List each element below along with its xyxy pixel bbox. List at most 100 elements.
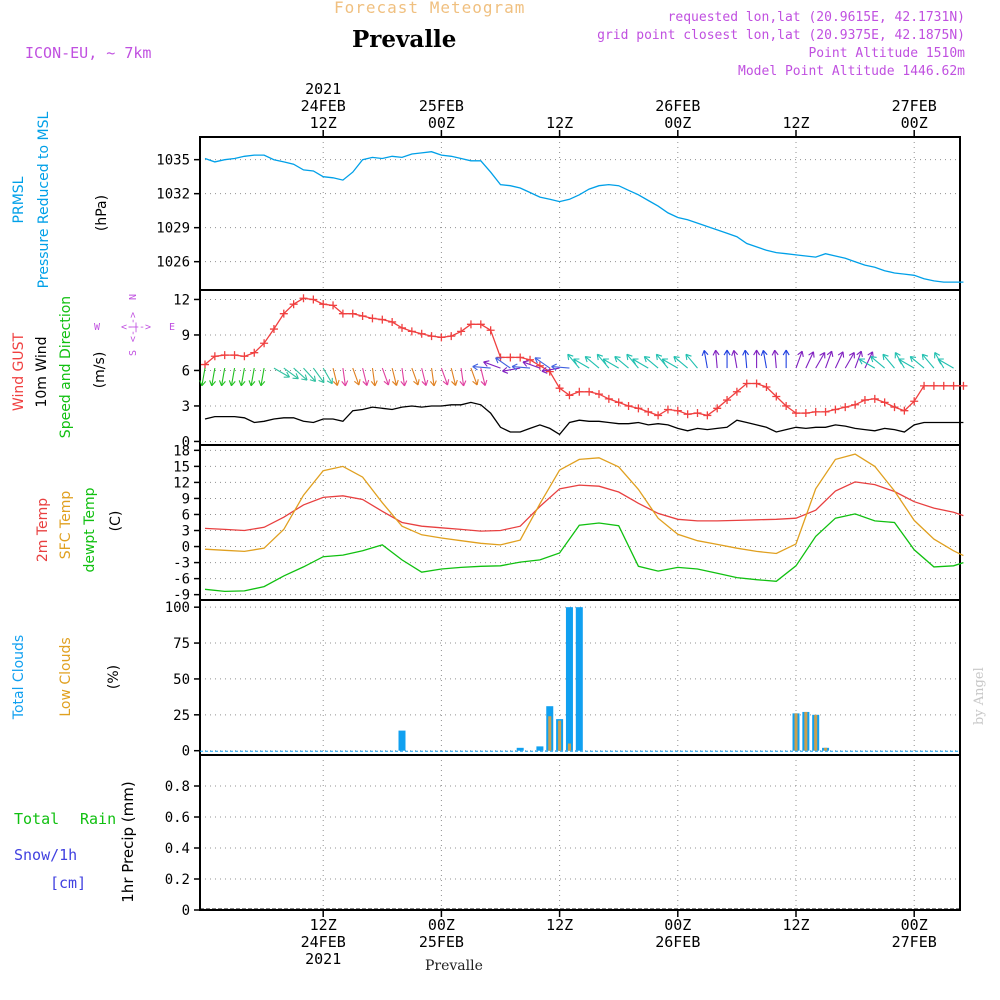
wind-direction-arrow: [211, 367, 216, 386]
gust-marker: [466, 320, 475, 329]
gust-marker: [624, 401, 633, 410]
wind-arrow-head: [459, 380, 467, 387]
wind-arrow-head: [723, 349, 731, 356]
y-tick-label: 1032: [156, 187, 190, 203]
gust-marker: [851, 400, 860, 409]
x-label-bottom: 25FEB: [419, 933, 464, 951]
wind-dir-label: Speed and Direction: [58, 296, 74, 438]
wind-arrow-head: [495, 357, 502, 364]
wind-direction-arrow: [440, 367, 449, 386]
gust-marker: [821, 407, 830, 416]
y-tick-label: 0: [182, 434, 190, 450]
gust-line: [204, 297, 964, 417]
wind-arrow-head: [632, 358, 639, 365]
gust-marker: [427, 332, 436, 341]
wind-arrow-head: [483, 360, 490, 367]
gust-marker: [329, 301, 338, 310]
gust-marker: [476, 320, 485, 329]
gridpoint-lonlat: grid point closest lon,lat (20.9375E, 42…: [597, 28, 965, 43]
gust-marker: [486, 326, 495, 335]
t2m-line: [204, 481, 964, 532]
gust-marker: [348, 309, 357, 318]
x-label-top: 12Z: [310, 114, 337, 132]
wind-direction-arrow: [744, 350, 748, 369]
wind-direction-arrow: [381, 367, 389, 386]
gust-marker: [575, 387, 584, 396]
wind-direction-arrow: [762, 350, 767, 369]
gust-marker: [949, 381, 958, 390]
x-label-bottom: 26FEB: [655, 933, 700, 951]
wind-direction-arrow: [626, 353, 639, 369]
wind-direction-arrow: [584, 356, 600, 369]
footer-place: Prevalle: [425, 958, 483, 974]
gust-marker: [920, 381, 929, 390]
gust-marker: [890, 403, 899, 412]
clouds-unit-label: (%): [106, 665, 122, 689]
wind-direction-arrow: [937, 358, 954, 369]
wind-arrow-head: [731, 350, 739, 357]
wind-direction-arrow: [260, 367, 265, 386]
wind-arrow-head: [753, 349, 761, 356]
wind-direction-arrow: [898, 358, 915, 369]
sfc-temp-line: [204, 453, 964, 557]
wind-direction-arrow: [909, 356, 925, 369]
wind-arrow-head: [808, 351, 815, 358]
wind-arrow-head: [797, 350, 804, 358]
total-clouds-label: Total Clouds: [11, 635, 27, 720]
gust-marker: [683, 410, 692, 419]
gust-marker: [782, 401, 791, 410]
gust-marker: [388, 317, 397, 326]
wind-direction-arrow: [864, 351, 874, 369]
wind-direction-arrow: [283, 367, 299, 380]
y-tick-label: 100: [165, 600, 190, 616]
low-cloud-bar: [814, 714, 818, 751]
y-tick-label: 6: [182, 363, 190, 379]
gust-marker: [752, 379, 761, 388]
y-tick-label: 75: [173, 636, 190, 652]
wind-unit-label: (m/s): [92, 352, 108, 389]
wind-arrow-head: [673, 355, 680, 363]
wind-direction-arrow: [921, 353, 935, 369]
prmsl-line: [204, 151, 964, 283]
pressure-label: Pressure Reduced to MSL: [36, 111, 52, 288]
panel-frame: [199, 754, 961, 911]
wind-direction-arrow: [495, 357, 511, 369]
wind-arrow-head: [228, 380, 236, 387]
wind-arrow-head: [826, 350, 834, 358]
gust-marker: [772, 392, 781, 401]
gust-marker: [939, 381, 948, 390]
x-label-top: 00Z: [428, 114, 455, 132]
x-label-top: 12Z: [546, 114, 573, 132]
wind-arrow-head: [292, 373, 299, 380]
wind-direction-arrow: [342, 368, 346, 386]
wind-arrow-head: [602, 358, 609, 365]
x-label-top: 25FEB: [419, 97, 464, 115]
wind-direction-arrow: [602, 358, 619, 369]
wind-arrow-head: [332, 379, 340, 386]
wind-arrow-head: [573, 358, 580, 365]
wind-direction-arrow: [715, 350, 718, 369]
x-label-bottom: 00Z: [901, 916, 928, 934]
x-label-top: 00Z: [901, 114, 928, 132]
gust-marker: [595, 390, 603, 399]
wind-direction-arrow: [522, 361, 541, 369]
x-label-bottom: 24FEB: [301, 933, 346, 951]
wind-arrow-head: [370, 380, 378, 387]
wind-direction-arrow: [805, 351, 814, 369]
wind-arrow-head: [584, 355, 592, 363]
wind-direction-arrow: [870, 356, 886, 369]
snow-unit-label: [cm]: [50, 874, 86, 892]
wind-arrow-head: [400, 380, 408, 387]
wind-arrow-head: [742, 349, 750, 356]
y-tick-label: 9: [182, 491, 190, 507]
gust-marker: [870, 394, 879, 403]
wind-direction-arrow: [834, 351, 844, 369]
x-label-top: 24FEB: [301, 97, 346, 115]
y-tick-label: -3: [173, 556, 190, 572]
wind-direction-arrow: [844, 352, 855, 369]
y-tick-label: 0: [182, 903, 190, 919]
gust-marker: [585, 387, 594, 396]
gust-marker: [240, 352, 249, 361]
wind-arrow-head: [451, 379, 458, 386]
wind-arrow-head: [937, 358, 944, 365]
